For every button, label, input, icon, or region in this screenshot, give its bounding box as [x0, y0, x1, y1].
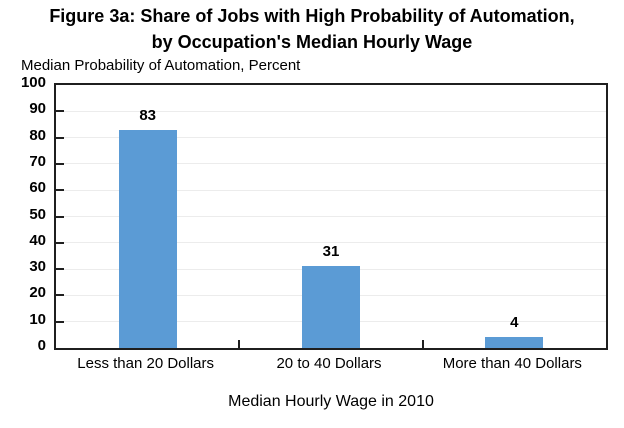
gridline — [56, 110, 606, 112]
x-category-label: More than 40 Dollars — [442, 355, 582, 372]
bar-3 — [485, 337, 544, 348]
y-tick-label: 90 — [29, 100, 46, 118]
bar-value-label: 83 — [139, 106, 156, 124]
y-axis-tick — [56, 320, 64, 323]
y-axis-tick — [56, 241, 64, 244]
y-axis-tick — [56, 268, 64, 271]
y-tick-label: 100 — [20, 74, 46, 91]
y-tick-label: 70 — [29, 152, 46, 170]
y-tick-label: 20 — [29, 284, 46, 302]
y-tick-label: 0 — [37, 337, 46, 354]
y-tick-label: 40 — [29, 231, 46, 249]
y-axis-tick — [56, 189, 64, 192]
gridline — [56, 163, 606, 165]
y-tick-label: 10 — [29, 310, 46, 328]
y-axis-tick — [56, 215, 64, 218]
y-axis-tick — [56, 136, 64, 139]
x-axis-tick — [421, 340, 424, 348]
chart-title-line-2: by Occupation's Median Hourly Wage — [151, 32, 473, 52]
gridline — [56, 216, 606, 217]
gridline — [56, 242, 606, 244]
chart-title-line-1: Figure 3a: Share of Jobs with High Proba… — [49, 6, 575, 26]
plot-area: 83 31 4 — [54, 83, 608, 350]
y-axis-tick — [56, 162, 64, 165]
y-tick-label: 30 — [29, 258, 46, 276]
gridline — [56, 137, 606, 139]
x-category-label: Less than 20 Dollars — [77, 355, 215, 372]
gridline — [56, 189, 606, 191]
chart-title: Figure 3a: Share of Jobs with High Proba… — [0, 3, 624, 55]
bar-1 — [118, 129, 177, 348]
y-axis-tick — [56, 294, 64, 297]
x-axis-tick — [238, 340, 241, 348]
x-category-label: 20 to 40 Dollars — [276, 355, 382, 372]
y-tick-label: 50 — [29, 205, 46, 223]
x-axis-title: Median Hourly Wage in 2010 — [228, 393, 434, 410]
bar-value-label: 31 — [322, 243, 340, 261]
bar-2 — [302, 266, 360, 348]
y-axis-title: Median Probability of Automation, Percen… — [21, 57, 301, 74]
y-tick-label: 80 — [29, 126, 46, 144]
y-axis-tick — [56, 110, 64, 113]
y-tick-label: 60 — [29, 179, 46, 197]
bar-value-label: 4 — [510, 314, 519, 332]
